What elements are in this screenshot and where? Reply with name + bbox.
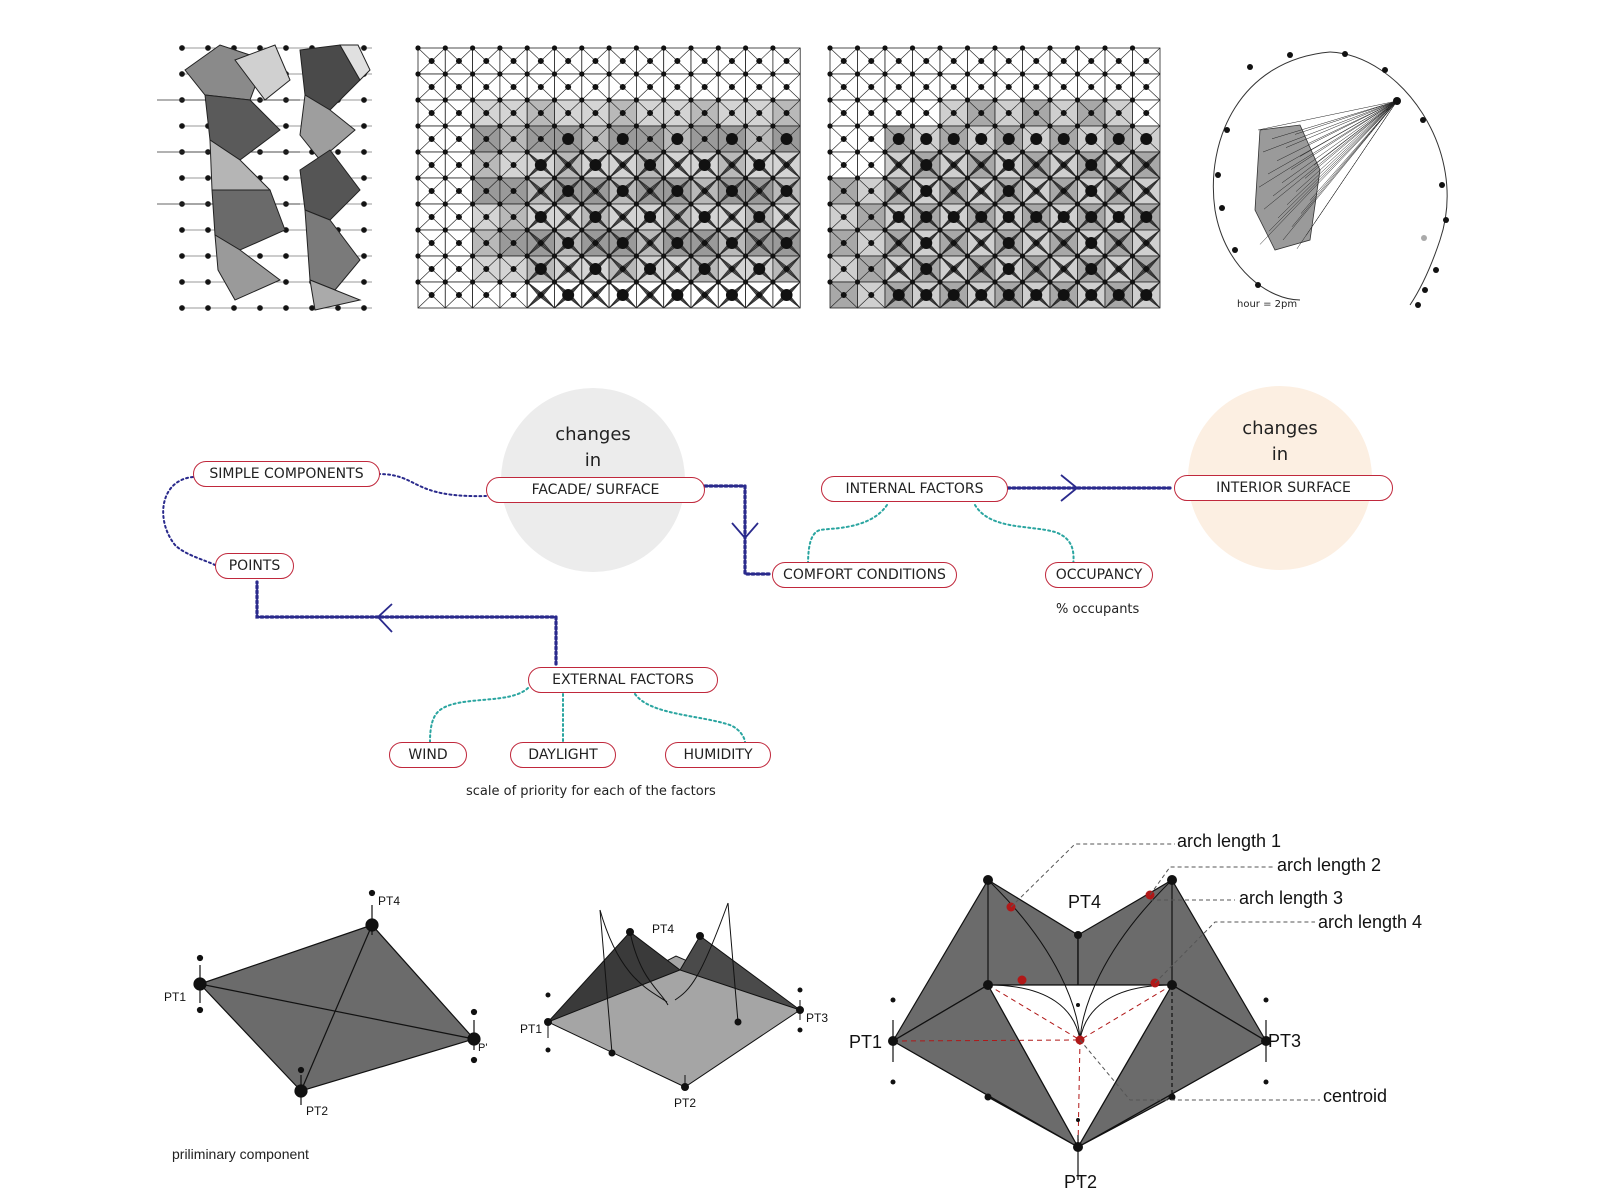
arrow-left-icon (376, 603, 393, 633)
node-daylight: DAYLIGHT (510, 742, 616, 768)
node-internal-factors: INTERNAL FACTORS (821, 476, 1008, 502)
node-facade-surface: FACADE/ SURFACE (486, 477, 705, 503)
prelim-pt3-label: P' (478, 1042, 488, 1054)
facade-strip-panel (157, 44, 372, 311)
facade-grid-panel-2 (827, 45, 1161, 309)
middle-pt1-label: PT1 (520, 1022, 543, 1036)
preliminary-component-drawing (193, 889, 481, 1105)
prelim-pt2-label: PT2 (306, 1104, 329, 1118)
middle-pt4-label: PT4 (652, 922, 675, 936)
detail-pt2-label: PT2 (1064, 1172, 1098, 1192)
node-external-factors: EXTERNAL FACTORS (528, 667, 718, 693)
arrow-right-icon (1060, 474, 1079, 502)
node-wind: WIND (389, 742, 467, 768)
preliminary-caption: priliminary component (172, 1146, 309, 1162)
leader-lines (1010, 843, 1320, 1101)
detailed-component-drawing (888, 843, 1320, 1180)
node-comfort-conditions: COMFORT CONDITIONS (772, 562, 957, 588)
prelim-pt1-label: PT1 (164, 990, 187, 1004)
arrow-down-icon (731, 522, 759, 540)
node-simple-components: SIMPLE COMPONENTS (193, 461, 380, 487)
node-humidity: HUMIDITY (665, 742, 771, 768)
occupancy-note: % occupants (1056, 602, 1140, 617)
arch-length-4-label: arch length 4 (1318, 912, 1423, 932)
node-points: POINTS (215, 553, 294, 579)
middle-component-drawing (544, 902, 804, 1091)
arch-length-2-label: arch length 2 (1277, 855, 1382, 875)
flow-connectors (162, 473, 1172, 743)
centroid-label: centroid (1323, 1086, 1388, 1106)
node-interior-surface: INTERIOR SURFACE (1174, 475, 1393, 501)
sun-path-panel (1212, 51, 1449, 308)
detail-pt4-label: PT4 (1068, 892, 1102, 912)
facade-changes-label: changes in (555, 424, 631, 471)
priority-note: scale of priority for each of the factor… (466, 784, 716, 799)
middle-pt3-label: PT3 (806, 1011, 829, 1025)
arch-length-1-label: arch length 1 (1177, 831, 1282, 851)
prelim-pt4-label: PT4 (378, 894, 401, 908)
middle-pt2-label: PT2 (674, 1096, 697, 1110)
sun-hour-caption: hour = 2pm (1237, 299, 1298, 310)
detail-pt1-label: PT1 (849, 1032, 883, 1052)
sun-position-icon (1393, 97, 1401, 105)
interior-changes-label: changes in (1242, 418, 1318, 465)
flow-arrowheads (376, 474, 1079, 633)
detail-pt3-label: PT3 (1268, 1031, 1302, 1051)
arch-length-3-label: arch length 3 (1239, 888, 1344, 908)
facade-grid-panel-1 (415, 45, 801, 309)
node-occupancy: OCCUPANCY (1045, 562, 1153, 588)
